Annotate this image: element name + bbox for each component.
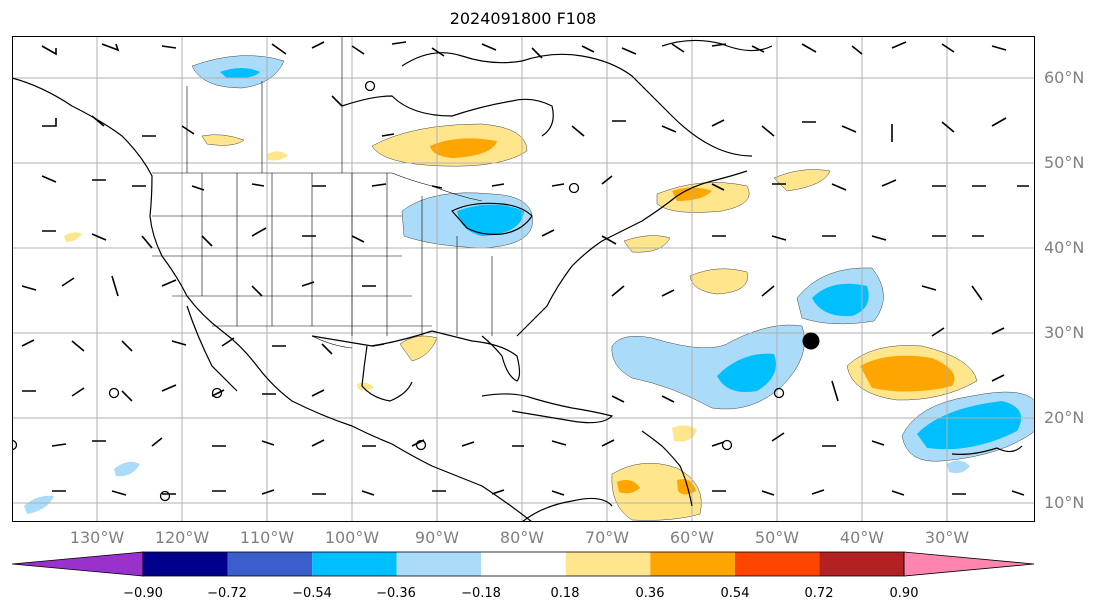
neg-area bbox=[220, 68, 260, 79]
colorbar-segment bbox=[650, 552, 735, 576]
colorbar-tick-label: 0.90 bbox=[889, 586, 919, 601]
colorbar-tick-label: 0.36 bbox=[635, 586, 665, 601]
lon-label: 90°W bbox=[414, 528, 460, 547]
colorbar-tick-label: 0.18 bbox=[550, 586, 580, 601]
colorbar-tick-label: 0.54 bbox=[720, 586, 750, 601]
neg-area bbox=[114, 461, 140, 477]
pos-area bbox=[357, 382, 374, 391]
colorbar-tick-label: −0.90 bbox=[123, 586, 163, 601]
pos-area bbox=[611, 463, 702, 521]
colorbar-segment bbox=[565, 552, 651, 576]
lon-label: 80°W bbox=[499, 528, 545, 547]
neg-area bbox=[917, 401, 1022, 450]
wind-barbs bbox=[21, 41, 1029, 496]
lat-label: 60°N bbox=[1044, 68, 1085, 87]
neg-area bbox=[24, 495, 54, 514]
pos-area bbox=[430, 138, 497, 158]
pos-area bbox=[773, 169, 831, 192]
colorbar-extend-low bbox=[11, 551, 144, 577]
colorbar-tick-label: −0.54 bbox=[292, 586, 332, 601]
lon-label: 70°W bbox=[584, 528, 630, 547]
pos-area bbox=[860, 355, 955, 392]
neg-area bbox=[947, 460, 970, 474]
pos-area bbox=[689, 268, 748, 295]
lon-label: 50°W bbox=[754, 528, 800, 547]
map-title: 2024091800 F108 bbox=[449, 9, 597, 28]
lon-label: 120°W bbox=[154, 528, 210, 547]
weather-map bbox=[12, 36, 1035, 522]
pos-area bbox=[617, 480, 640, 494]
pos-area bbox=[672, 425, 697, 442]
pos-area bbox=[677, 479, 696, 495]
lon-label: 60°W bbox=[669, 528, 715, 547]
storm-marker bbox=[802, 332, 820, 350]
colorbar-tick-label: −0.18 bbox=[461, 586, 501, 601]
lat-label: 10°N bbox=[1044, 493, 1085, 512]
lon-label: 110°W bbox=[239, 528, 295, 547]
colorbar-segment bbox=[734, 552, 820, 576]
colorbar-segment bbox=[481, 552, 566, 576]
lon-label: 40°W bbox=[839, 528, 885, 547]
colorbar-tick-label: −0.72 bbox=[207, 586, 247, 601]
colorbar-tick-label: −0.36 bbox=[376, 586, 416, 601]
lat-label: 30°N bbox=[1044, 323, 1085, 342]
lat-lon-grid bbox=[12, 36, 1035, 522]
lon-label: 100°W bbox=[324, 528, 380, 547]
colorbar-segment bbox=[819, 552, 904, 576]
lon-label: 130°W bbox=[69, 528, 125, 547]
colorbar-segment bbox=[312, 552, 397, 576]
neg-area bbox=[717, 353, 776, 392]
neg-area bbox=[812, 283, 869, 317]
lat-label: 20°N bbox=[1044, 408, 1085, 427]
pos-area bbox=[64, 232, 82, 242]
lat-label: 40°N bbox=[1044, 238, 1085, 257]
pos-area bbox=[201, 134, 245, 146]
lat-label: 50°N bbox=[1044, 153, 1085, 172]
neg-area bbox=[457, 204, 524, 236]
colorbar-extend-high bbox=[903, 551, 1035, 577]
colorbar-segment bbox=[396, 552, 482, 576]
pos-area bbox=[267, 151, 288, 161]
lon-label: 30°W bbox=[924, 528, 970, 547]
colorbar-tick-label: 0.72 bbox=[804, 586, 834, 601]
calm-circles bbox=[12, 80, 785, 502]
colorbar bbox=[11, 551, 1035, 577]
colorbar-segment bbox=[143, 552, 228, 576]
colorbar-segment bbox=[227, 552, 313, 576]
